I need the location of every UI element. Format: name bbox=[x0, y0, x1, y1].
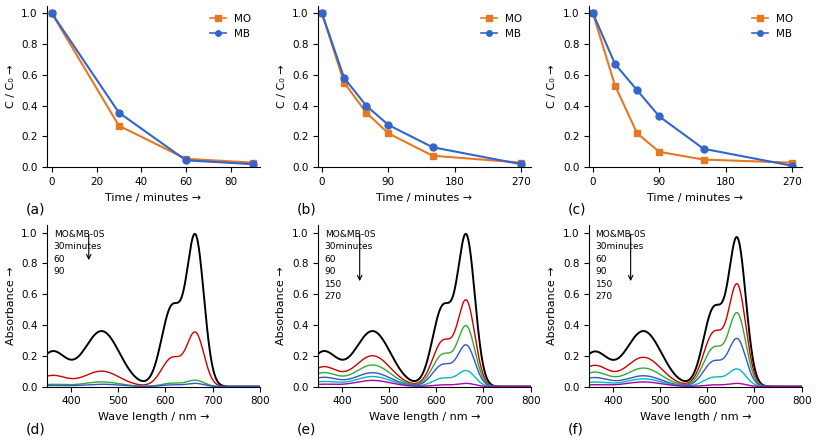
Y-axis label: C / C₀ →: C / C₀ → bbox=[6, 65, 16, 108]
X-axis label: Wave length / nm →: Wave length / nm → bbox=[98, 412, 209, 422]
Text: (d): (d) bbox=[26, 422, 46, 436]
X-axis label: Time / minutes →: Time / minutes → bbox=[105, 193, 202, 202]
Text: MO&MB-0S
30minutes
60
90
150
270: MO&MB-0S 30minutes 60 90 150 270 bbox=[596, 230, 646, 301]
Text: (c): (c) bbox=[568, 203, 587, 217]
X-axis label: Time / minutes →: Time / minutes → bbox=[377, 193, 472, 202]
Legend: MO, MB: MO, MB bbox=[208, 11, 255, 42]
Y-axis label: Absorbance →: Absorbance → bbox=[6, 266, 16, 345]
Legend: MO, MB: MO, MB bbox=[749, 11, 797, 42]
Text: (e): (e) bbox=[297, 422, 316, 436]
X-axis label: Time / minutes →: Time / minutes → bbox=[647, 193, 743, 202]
Y-axis label: C / C₀ →: C / C₀ → bbox=[547, 65, 557, 108]
Text: MO&MB-0S
30minutes
60
90
150
270: MO&MB-0S 30minutes 60 90 150 270 bbox=[324, 230, 375, 301]
Y-axis label: Absorbance →: Absorbance → bbox=[547, 266, 557, 345]
X-axis label: Wave length / nm →: Wave length / nm → bbox=[368, 412, 480, 422]
X-axis label: Wave length / nm →: Wave length / nm → bbox=[640, 412, 751, 422]
Text: (a): (a) bbox=[26, 203, 46, 217]
Y-axis label: C / C₀ →: C / C₀ → bbox=[276, 65, 287, 108]
Text: (f): (f) bbox=[568, 422, 584, 436]
Legend: MO, MB: MO, MB bbox=[478, 11, 525, 42]
Y-axis label: Absorbance →: Absorbance → bbox=[276, 266, 287, 345]
Text: (b): (b) bbox=[297, 203, 317, 217]
Text: MO&MB-0S
30minutes
60
90: MO&MB-0S 30minutes 60 90 bbox=[54, 230, 105, 276]
